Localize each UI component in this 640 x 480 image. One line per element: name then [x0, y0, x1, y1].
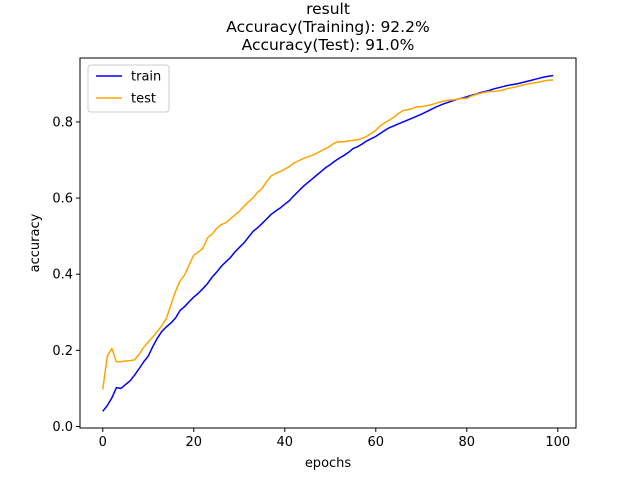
chart-title-line: Accuracy(Training): 92.2% — [226, 18, 429, 36]
series-line-test — [102, 79, 554, 390]
x-tick-label: 0 — [99, 435, 107, 450]
x-axis-label: epochs — [305, 456, 352, 471]
y-tick-label: 0.8 — [52, 115, 73, 130]
plot-area — [79, 57, 577, 429]
legend-label-train: train — [131, 70, 161, 85]
series-layer — [102, 74, 554, 412]
y-axis: 0.0 0.2 0.4 0.6 0.8 — [52, 115, 80, 435]
chart-title-line: result — [306, 0, 350, 18]
legend: train test — [87, 64, 170, 113]
chart-title: result Accuracy(Training): 92.2% Accuracy(… — [226, 0, 429, 54]
x-tick-label: 100 — [545, 435, 570, 450]
y-tick-label: 0.4 — [52, 268, 73, 283]
x-tick-label: 20 — [185, 435, 202, 450]
x-tick-label: 60 — [368, 435, 385, 450]
y-axis-label: accuracy — [28, 213, 43, 272]
series-line-train — [102, 74, 554, 412]
x-tick-label: 80 — [459, 435, 476, 450]
y-tick-label: 0.2 — [52, 344, 73, 359]
x-axis: 0 20 40 60 80 100 — [99, 428, 570, 450]
chart-title-line: Accuracy(Test): 91.0% — [242, 36, 415, 54]
axes-frame — [79, 57, 577, 429]
y-tick-label: 0.6 — [52, 192, 73, 207]
x-tick-label: 40 — [276, 435, 293, 450]
y-tick-label: 0.0 — [52, 420, 73, 435]
legend-label-test: test — [131, 92, 156, 107]
